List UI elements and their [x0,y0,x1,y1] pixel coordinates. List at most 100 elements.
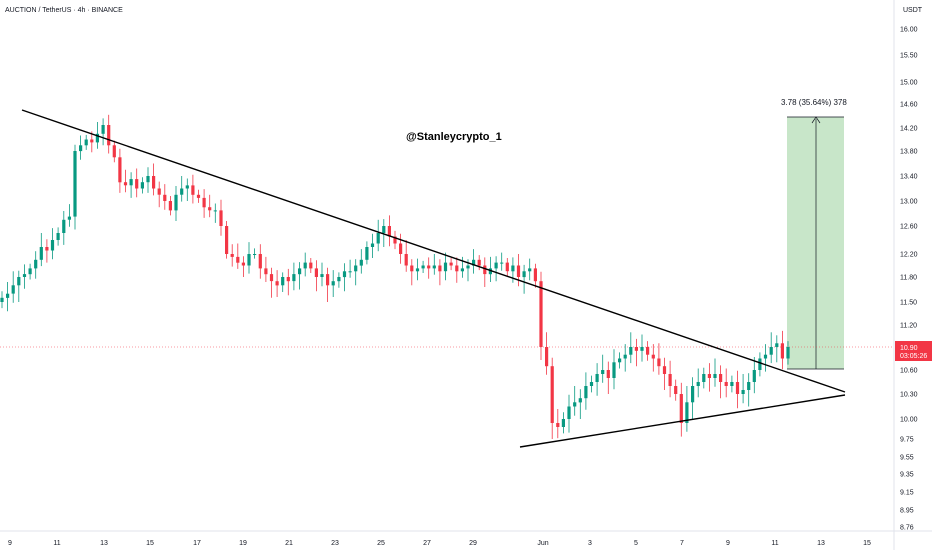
candle-up[interactable] [601,370,605,374]
candle-down[interactable] [286,277,290,282]
candle-up[interactable] [331,281,335,286]
candle-down[interactable] [780,343,784,359]
candle-down[interactable] [404,254,408,266]
candle-up[interactable] [747,382,751,390]
candle-down[interactable] [449,262,453,266]
candle-up[interactable] [365,247,369,260]
candle-up[interactable] [281,277,285,286]
candle-up[interactable] [584,386,588,399]
candle-down[interactable] [314,268,318,277]
candle-up[interactable] [382,226,386,233]
candle-down[interactable] [163,194,167,201]
candle-down[interactable] [399,243,403,255]
candle-down[interactable] [309,262,313,269]
candle-up[interactable] [253,254,257,255]
candle-up[interactable] [376,233,380,244]
candle-up[interactable] [612,362,616,378]
candle-up[interactable] [79,145,83,152]
candle-down[interactable] [550,366,554,423]
candle-down[interactable] [202,197,206,208]
candle-down[interactable] [707,374,711,378]
candle-up[interactable] [421,265,425,269]
candle-up[interactable] [618,358,622,363]
candle-down[interactable] [410,265,414,272]
candle-up[interactable] [786,347,790,359]
candle-down[interactable] [533,268,537,282]
candle-up[interactable] [370,243,375,248]
candle-up[interactable] [522,271,526,278]
candle-down[interactable] [225,226,229,254]
candle-up[interactable] [174,194,178,211]
candle-up[interactable] [629,347,633,355]
candle-down[interactable] [90,139,94,143]
candle-up[interactable] [73,151,77,217]
candle-down[interactable] [438,265,442,272]
candle-up[interactable] [6,293,10,298]
candle-down[interactable] [539,281,543,347]
candle-down[interactable] [556,423,560,427]
candle-down[interactable] [135,179,139,189]
candle-down[interactable] [674,386,678,394]
candle-down[interactable] [168,201,172,211]
candle-up[interactable] [180,188,184,195]
candle-down[interactable] [455,265,459,272]
candle-up[interactable] [22,274,27,277]
candle-up[interactable] [741,390,745,394]
candle-down[interactable] [606,370,610,378]
candle-up[interactable] [685,402,689,423]
candle-up[interactable] [247,254,251,266]
candle-down[interactable] [735,382,740,394]
candle-down[interactable] [258,254,262,269]
target-zone[interactable] [787,117,844,369]
candle-up[interactable] [589,382,594,386]
candle-up[interactable] [488,268,492,275]
candle-down[interactable] [219,210,223,226]
candle-up[interactable] [573,402,577,407]
candle-down[interactable] [241,262,245,266]
candle-up[interactable] [359,259,363,266]
candle-down[interactable] [646,347,650,355]
candle-down[interactable] [107,125,111,146]
candle-up[interactable] [303,262,307,269]
candle-up[interactable] [472,259,476,266]
candle-up[interactable] [129,179,133,186]
candle-up[interactable] [292,274,296,282]
candle-up[interactable] [354,265,358,272]
lower-trendline[interactable] [519,394,846,448]
candle-up[interactable] [567,406,571,420]
candle-up[interactable] [561,419,565,427]
candle-up[interactable] [758,358,762,371]
candle-up[interactable] [415,268,420,272]
candle-down[interactable] [387,226,391,237]
candle-down[interactable] [152,176,156,189]
candle-down[interactable] [477,259,481,266]
candle-up[interactable] [62,219,66,233]
candle-down[interactable] [208,207,212,211]
candle-down[interactable] [326,274,330,286]
candle-down[interactable] [545,347,549,367]
candle-up[interactable] [775,343,779,347]
candle-down[interactable] [230,254,234,257]
candle-down[interactable] [483,265,487,275]
candle-up[interactable] [34,259,38,269]
candle-down[interactable] [196,194,201,198]
candle-up[interactable] [28,268,32,275]
candle-up[interactable] [432,265,436,269]
candle-up[interactable] [595,374,599,382]
candle-up[interactable] [702,374,706,382]
candle-up[interactable] [146,176,150,183]
candle-up[interactable] [298,268,302,275]
candle-up[interactable] [320,274,324,277]
candle-down[interactable] [236,256,240,263]
candle-up[interactable] [460,268,464,272]
candle-up[interactable] [101,125,105,134]
upper-trendline[interactable] [21,109,846,393]
candle-up[interactable] [691,386,695,403]
candle-up[interactable] [0,297,4,302]
candle-down[interactable] [651,354,655,359]
candle-up[interactable] [578,398,582,403]
candle-down[interactable] [505,262,509,272]
candle-up[interactable] [494,262,498,269]
candle-down[interactable] [191,185,195,195]
